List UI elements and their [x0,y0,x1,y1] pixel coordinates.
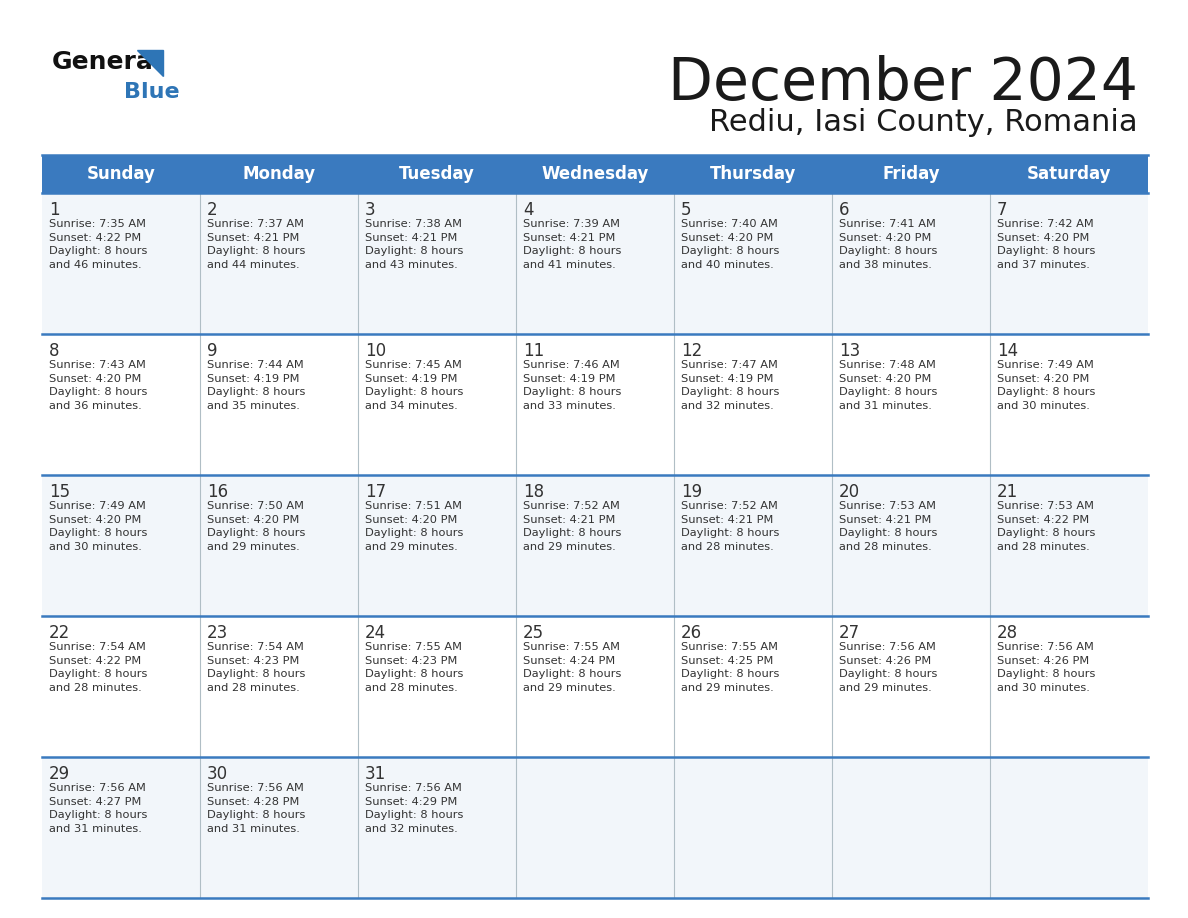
Text: 24: 24 [365,624,386,642]
Text: Sunrise: 7:48 AM
Sunset: 4:20 PM
Daylight: 8 hours
and 31 minutes.: Sunrise: 7:48 AM Sunset: 4:20 PM Dayligh… [839,360,937,410]
Text: 10: 10 [365,342,386,360]
Text: 11: 11 [523,342,544,360]
Text: Sunrise: 7:49 AM
Sunset: 4:20 PM
Daylight: 8 hours
and 30 minutes.: Sunrise: 7:49 AM Sunset: 4:20 PM Dayligh… [49,501,147,552]
Text: Sunrise: 7:56 AM
Sunset: 4:29 PM
Daylight: 8 hours
and 32 minutes.: Sunrise: 7:56 AM Sunset: 4:29 PM Dayligh… [365,783,463,834]
Bar [42,193,1148,334]
Text: Sunrise: 7:55 AM
Sunset: 4:24 PM
Daylight: 8 hours
and 29 minutes.: Sunrise: 7:55 AM Sunset: 4:24 PM Dayligh… [523,642,621,693]
Text: Sunrise: 7:53 AM
Sunset: 4:21 PM
Daylight: 8 hours
and 28 minutes.: Sunrise: 7:53 AM Sunset: 4:21 PM Dayligh… [839,501,937,552]
Text: Blue: Blue [124,82,179,102]
Text: 9: 9 [207,342,217,360]
Bar [42,155,1148,193]
Text: Sunrise: 7:52 AM
Sunset: 4:21 PM
Daylight: 8 hours
and 29 minutes.: Sunrise: 7:52 AM Sunset: 4:21 PM Dayligh… [523,501,621,552]
Text: Sunrise: 7:35 AM
Sunset: 4:22 PM
Daylight: 8 hours
and 46 minutes.: Sunrise: 7:35 AM Sunset: 4:22 PM Dayligh… [49,219,147,270]
Text: 21: 21 [997,483,1018,501]
Text: 3: 3 [365,201,375,219]
Text: Sunrise: 7:41 AM
Sunset: 4:20 PM
Daylight: 8 hours
and 38 minutes.: Sunrise: 7:41 AM Sunset: 4:20 PM Dayligh… [839,219,937,270]
Text: Sunrise: 7:50 AM
Sunset: 4:20 PM
Daylight: 8 hours
and 29 minutes.: Sunrise: 7:50 AM Sunset: 4:20 PM Dayligh… [207,501,305,552]
Text: 12: 12 [681,342,702,360]
Text: Sunrise: 7:55 AM
Sunset: 4:25 PM
Daylight: 8 hours
and 29 minutes.: Sunrise: 7:55 AM Sunset: 4:25 PM Dayligh… [681,642,779,693]
Text: General: General [52,50,163,74]
Text: Sunrise: 7:56 AM
Sunset: 4:27 PM
Daylight: 8 hours
and 31 minutes.: Sunrise: 7:56 AM Sunset: 4:27 PM Dayligh… [49,783,147,834]
Text: December 2024: December 2024 [668,55,1138,112]
Text: 6: 6 [839,201,849,219]
Text: Sunrise: 7:52 AM
Sunset: 4:21 PM
Daylight: 8 hours
and 28 minutes.: Sunrise: 7:52 AM Sunset: 4:21 PM Dayligh… [681,501,779,552]
Text: 15: 15 [49,483,70,501]
Text: 26: 26 [681,624,702,642]
Text: Sunrise: 7:49 AM
Sunset: 4:20 PM
Daylight: 8 hours
and 30 minutes.: Sunrise: 7:49 AM Sunset: 4:20 PM Dayligh… [997,360,1095,410]
Text: Sunrise: 7:56 AM
Sunset: 4:28 PM
Daylight: 8 hours
and 31 minutes.: Sunrise: 7:56 AM Sunset: 4:28 PM Dayligh… [207,783,305,834]
Text: Tuesday: Tuesday [399,165,475,183]
Text: Sunrise: 7:46 AM
Sunset: 4:19 PM
Daylight: 8 hours
and 33 minutes.: Sunrise: 7:46 AM Sunset: 4:19 PM Dayligh… [523,360,621,410]
Text: Wednesday: Wednesday [542,165,649,183]
Text: Sunrise: 7:53 AM
Sunset: 4:22 PM
Daylight: 8 hours
and 28 minutes.: Sunrise: 7:53 AM Sunset: 4:22 PM Dayligh… [997,501,1095,552]
Text: 1: 1 [49,201,59,219]
Text: 28: 28 [997,624,1018,642]
Text: 14: 14 [997,342,1018,360]
Text: Sunrise: 7:38 AM
Sunset: 4:21 PM
Daylight: 8 hours
and 43 minutes.: Sunrise: 7:38 AM Sunset: 4:21 PM Dayligh… [365,219,463,270]
Text: Sunrise: 7:54 AM
Sunset: 4:22 PM
Daylight: 8 hours
and 28 minutes.: Sunrise: 7:54 AM Sunset: 4:22 PM Dayligh… [49,642,147,693]
Text: Thursday: Thursday [709,165,796,183]
Text: Sunrise: 7:44 AM
Sunset: 4:19 PM
Daylight: 8 hours
and 35 minutes.: Sunrise: 7:44 AM Sunset: 4:19 PM Dayligh… [207,360,305,410]
Text: 4: 4 [523,201,533,219]
Text: Sunrise: 7:47 AM
Sunset: 4:19 PM
Daylight: 8 hours
and 32 minutes.: Sunrise: 7:47 AM Sunset: 4:19 PM Dayligh… [681,360,779,410]
Bar [42,475,1148,616]
Text: 17: 17 [365,483,386,501]
Text: 18: 18 [523,483,544,501]
Text: Rediu, Iasi County, Romania: Rediu, Iasi County, Romania [709,108,1138,137]
Text: Sunrise: 7:56 AM
Sunset: 4:26 PM
Daylight: 8 hours
and 29 minutes.: Sunrise: 7:56 AM Sunset: 4:26 PM Dayligh… [839,642,937,693]
Text: Sunrise: 7:37 AM
Sunset: 4:21 PM
Daylight: 8 hours
and 44 minutes.: Sunrise: 7:37 AM Sunset: 4:21 PM Dayligh… [207,219,305,270]
Text: Saturday: Saturday [1026,165,1111,183]
Text: Sunday: Sunday [87,165,156,183]
Text: Sunrise: 7:56 AM
Sunset: 4:26 PM
Daylight: 8 hours
and 30 minutes.: Sunrise: 7:56 AM Sunset: 4:26 PM Dayligh… [997,642,1095,693]
Text: 13: 13 [839,342,860,360]
Bar [42,334,1148,475]
Text: 2: 2 [207,201,217,219]
Text: 25: 25 [523,624,544,642]
Text: Sunrise: 7:42 AM
Sunset: 4:20 PM
Daylight: 8 hours
and 37 minutes.: Sunrise: 7:42 AM Sunset: 4:20 PM Dayligh… [997,219,1095,270]
Text: 22: 22 [49,624,70,642]
Bar [42,757,1148,898]
Text: Monday: Monday [242,165,316,183]
Text: 16: 16 [207,483,228,501]
Text: Sunrise: 7:55 AM
Sunset: 4:23 PM
Daylight: 8 hours
and 28 minutes.: Sunrise: 7:55 AM Sunset: 4:23 PM Dayligh… [365,642,463,693]
Text: Sunrise: 7:51 AM
Sunset: 4:20 PM
Daylight: 8 hours
and 29 minutes.: Sunrise: 7:51 AM Sunset: 4:20 PM Dayligh… [365,501,463,552]
Text: Sunrise: 7:40 AM
Sunset: 4:20 PM
Daylight: 8 hours
and 40 minutes.: Sunrise: 7:40 AM Sunset: 4:20 PM Dayligh… [681,219,779,270]
Text: 27: 27 [839,624,860,642]
Text: 29: 29 [49,765,70,783]
Text: Sunrise: 7:39 AM
Sunset: 4:21 PM
Daylight: 8 hours
and 41 minutes.: Sunrise: 7:39 AM Sunset: 4:21 PM Dayligh… [523,219,621,270]
Text: Friday: Friday [883,165,940,183]
Text: Sunrise: 7:54 AM
Sunset: 4:23 PM
Daylight: 8 hours
and 28 minutes.: Sunrise: 7:54 AM Sunset: 4:23 PM Dayligh… [207,642,305,693]
Polygon shape [137,50,163,76]
Bar [42,616,1148,757]
Text: 30: 30 [207,765,228,783]
Text: 5: 5 [681,201,691,219]
Text: 23: 23 [207,624,228,642]
Text: 20: 20 [839,483,860,501]
Text: Sunrise: 7:45 AM
Sunset: 4:19 PM
Daylight: 8 hours
and 34 minutes.: Sunrise: 7:45 AM Sunset: 4:19 PM Dayligh… [365,360,463,410]
Text: 8: 8 [49,342,59,360]
Text: 19: 19 [681,483,702,501]
Text: 7: 7 [997,201,1007,219]
Text: Sunrise: 7:43 AM
Sunset: 4:20 PM
Daylight: 8 hours
and 36 minutes.: Sunrise: 7:43 AM Sunset: 4:20 PM Dayligh… [49,360,147,410]
Text: 31: 31 [365,765,386,783]
